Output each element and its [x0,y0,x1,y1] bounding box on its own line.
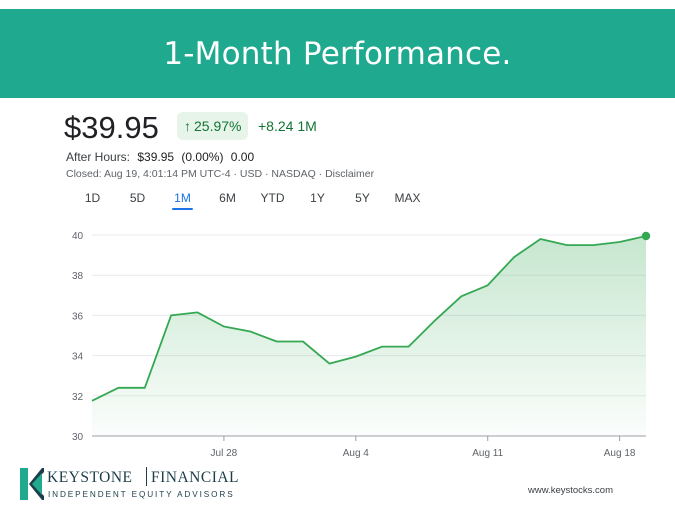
brand-divider [146,467,147,486]
after-hours-pct: (0.00%) [181,150,224,164]
y-tick-label: 32 [72,392,84,403]
after-hours-label: After Hours: [66,150,131,164]
brand-secondary: FINANCIAL [151,469,240,486]
current-price: $39.95 [64,110,159,145]
y-tick-label: 34 [72,352,84,363]
page-title: 1-Month Performance. [163,35,512,72]
y-tick-label: 36 [72,311,84,322]
x-tick-label: Aug 4 [343,448,370,459]
range-tab-5d[interactable]: 5D [129,191,146,205]
range-tab-5y[interactable]: 5Y [355,191,370,205]
y-tick-label: 38 [72,271,84,282]
after-hours-line: After Hours: $39.95 (0.00%) 0.00 [66,150,254,164]
x-tick-label: Aug 18 [604,448,636,459]
range-tab-max[interactable]: MAX [394,191,421,205]
brand-primary: KEYSTONE [47,469,133,486]
x-tick-label: Aug 11 [472,448,503,459]
range-tab-6m[interactable]: 6M [219,191,236,205]
range-tab-1y[interactable]: 1Y [310,191,325,205]
keystone-logo-icon [20,468,44,500]
range-selector: 1D 5D 1M 6M YTD 1Y 5Y MAX [70,191,430,210]
range-tab-1d[interactable]: 1D [84,191,101,205]
website-link[interactable]: www.keystocks.com [528,485,613,496]
closed-info: Closed: Aug 19, 4:01:14 PM UTC-4 · USD ·… [66,168,375,180]
series-line [91,235,647,402]
title-banner: 1-Month Performance. [0,9,675,98]
after-hours-price: $39.95 [137,150,175,164]
percent-change-badge: ↑ 25.97% [177,112,249,140]
after-hours-change: 0.00 [230,150,255,164]
brand-tagline: INDEPENDENT EQUITY ADVISORS [48,490,235,499]
last-point-marker [641,231,651,241]
y-tick-label: 40 [72,231,84,242]
area-fill [92,236,646,436]
x-tick-label: Jul 28 [211,448,238,459]
absolute-change: +8.24 1M [258,118,317,134]
range-tab-ytd[interactable]: YTD [260,191,285,205]
y-tick-label: 30 [72,432,84,443]
arrow-up-icon: ↑ [184,118,191,134]
percent-change-value: 25.97% [194,118,242,134]
range-tab-1m[interactable]: 1M [160,191,205,210]
